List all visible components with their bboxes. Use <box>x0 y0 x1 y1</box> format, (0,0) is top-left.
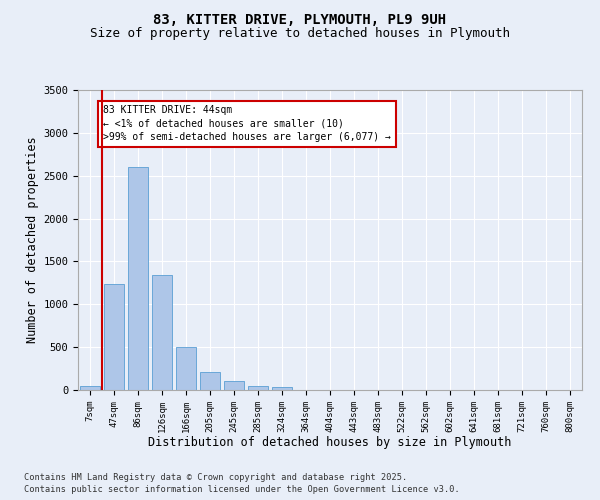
Bar <box>200 372 220 390</box>
X-axis label: Distribution of detached houses by size in Plymouth: Distribution of detached houses by size … <box>148 436 512 449</box>
Bar <box>128 167 148 390</box>
Y-axis label: Number of detached properties: Number of detached properties <box>26 136 39 344</box>
Bar <box>248 386 268 390</box>
Bar <box>176 347 196 390</box>
Bar <box>80 386 100 390</box>
Bar <box>224 381 244 390</box>
Bar <box>104 284 124 390</box>
Bar <box>272 387 292 390</box>
Text: 83, KITTER DRIVE, PLYMOUTH, PL9 9UH: 83, KITTER DRIVE, PLYMOUTH, PL9 9UH <box>154 12 446 26</box>
Text: Contains HM Land Registry data © Crown copyright and database right 2025.: Contains HM Land Registry data © Crown c… <box>24 472 407 482</box>
Text: Contains public sector information licensed under the Open Government Licence v3: Contains public sector information licen… <box>24 485 460 494</box>
Bar <box>152 275 172 390</box>
Text: 83 KITTER DRIVE: 44sqm
← <1% of detached houses are smaller (10)
>99% of semi-de: 83 KITTER DRIVE: 44sqm ← <1% of detached… <box>103 106 391 142</box>
Text: Size of property relative to detached houses in Plymouth: Size of property relative to detached ho… <box>90 28 510 40</box>
